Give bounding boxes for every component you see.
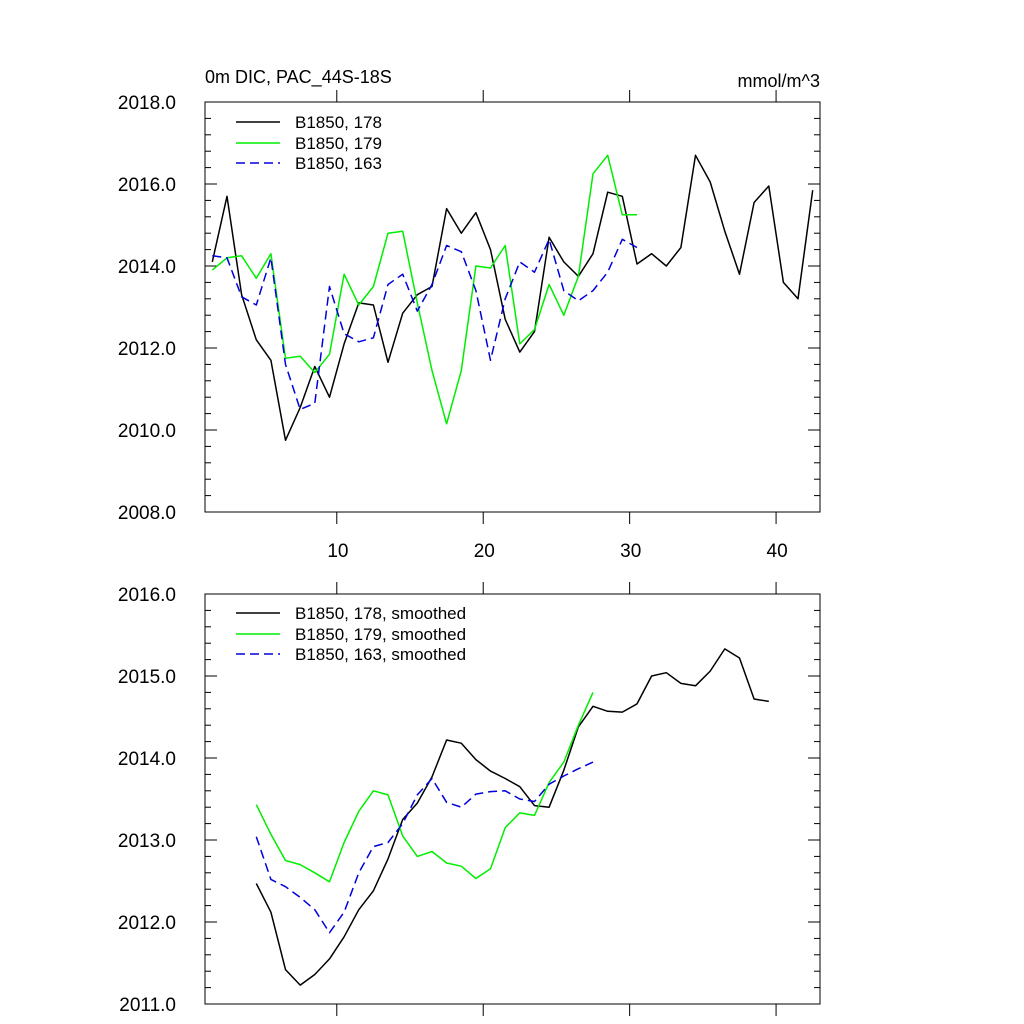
top-y-tick-label: 2012.0: [118, 339, 176, 360]
bottom-series-lines: [255, 648, 769, 986]
legend-label-179: B1850, 179: [295, 134, 382, 153]
bottom-y-tick-label: 2011.0: [119, 995, 176, 1016]
top-chart-title: 0m DIC, PAC_44S-18S: [205, 67, 392, 88]
legend-label-179-smoothed: B1850, 179, smoothed: [295, 625, 466, 644]
bottom-y-tick-label: 2012.0: [118, 913, 176, 934]
top-legend: B1850, 178 B1850, 179 B1850, 163: [236, 113, 382, 173]
legend-label-178: B1850, 178: [295, 113, 382, 132]
top-y-tick-labels: 2018.0 2016.0 2014.0 2012.0 2010.0 2008.…: [118, 93, 176, 524]
bottom-y-tick-label: 2015.0: [118, 667, 176, 688]
legend-label-163: B1850, 163: [295, 154, 382, 173]
top-x-tick-label: 40: [767, 541, 788, 562]
top-x-tick-labels: 10 20 30 40: [327, 541, 787, 562]
top-series-line-b1850-163: [212, 238, 638, 411]
top-y-tick-label: 2010.0: [118, 421, 176, 442]
top-x-tick-label: 30: [620, 541, 641, 562]
top-series-line-b1850-179: [211, 154, 637, 425]
top-x-tick-label: 10: [327, 541, 348, 562]
bottom-series-line-b1850-178-smoothed: [255, 648, 769, 986]
bottom-series-line-b1850-179-smoothed: [255, 692, 594, 883]
bottom-plot-frame: [204, 593, 821, 1005]
top-plot-frame: [204, 101, 821, 513]
top-y-tick-label: 2016.0: [118, 175, 176, 196]
legend-label-178-smoothed: B1850, 178, smoothed: [295, 604, 466, 623]
top-y-tick-label: 2014.0: [118, 257, 176, 278]
bottom-y-tick-labels: 2016.0 2015.0 2014.0 2013.0 2012.0 2011.…: [118, 585, 176, 1016]
bottom-series-line-b1850-163-smoothed: [255, 761, 594, 934]
bottom-panel: 2016.0 2015.0 2014.0 2013.0 2012.0 2011.…: [118, 582, 821, 1016]
top-panel: 0m DIC, PAC_44S-18S mmol/m^3 2018.0 2016…: [118, 67, 821, 562]
top-x-tick-label: 20: [474, 541, 495, 562]
top-y-tick-label: 2018.0: [118, 93, 176, 114]
bottom-axis-ticks: [205, 582, 820, 1016]
bottom-legend: B1850, 178, smoothed B1850, 179, smoothe…: [236, 604, 466, 664]
bottom-y-tick-label: 2013.0: [118, 831, 176, 852]
bottom-y-tick-label: 2014.0: [118, 749, 176, 770]
top-chart-units: mmol/m^3: [738, 71, 820, 91]
legend-label-163-smoothed: B1850, 163, smoothed: [295, 645, 466, 664]
top-series-line-b1850-178: [211, 154, 814, 442]
top-series-lines: [211, 154, 814, 442]
top-y-tick-label: 2008.0: [118, 503, 176, 524]
bottom-y-tick-label: 2016.0: [118, 585, 176, 606]
